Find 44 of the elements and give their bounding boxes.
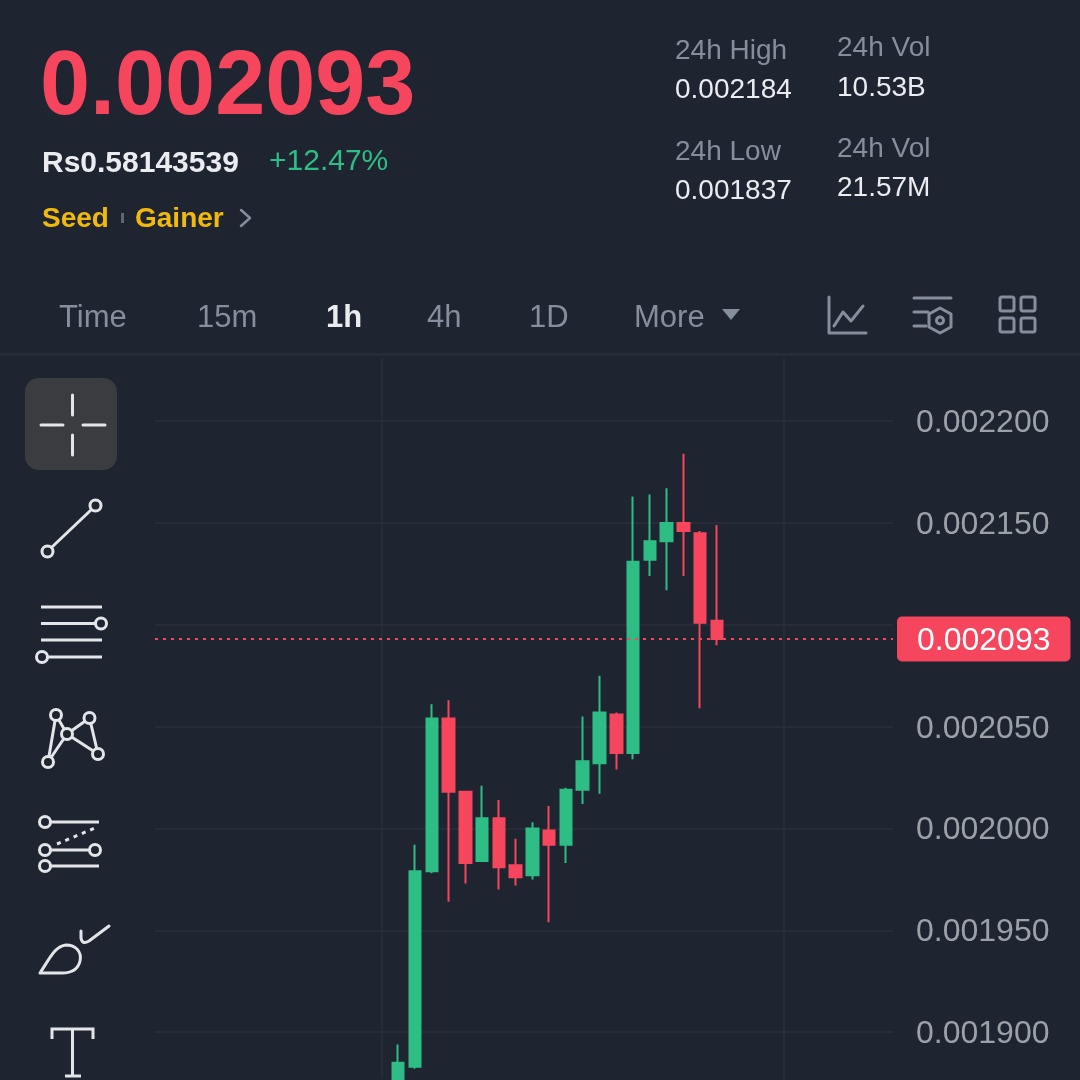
y-tick-label: 0.001950 [916,912,1050,949]
text: 1h [326,297,363,335]
candlestick [441,699,456,903]
text: 10.53B [837,70,926,105]
candlestick [458,790,473,885]
candlestick [626,495,640,761]
candlestick [525,821,540,881]
text: 24h Vol [837,30,931,65]
y-tick-label: 0.001900 [916,1014,1050,1051]
y-tick-label: 0.002050 [916,708,1050,745]
text: Time [59,297,127,335]
ref-line-label: 0.002093 [917,621,1051,658]
y-tick-label: 0.002000 [916,810,1050,847]
candlestick [676,452,691,577]
text: +12.47% [269,142,389,179]
text: 21.57M [837,170,931,205]
y-tick-label: 0.002150 [916,504,1050,541]
text: 15m [197,297,258,335]
text: 24h High [675,33,788,68]
candlestick [659,487,674,592]
text: Seed [42,201,109,236]
candlestick [559,786,573,865]
candlestick [508,837,523,887]
text: 24h Vol [837,131,931,166]
candlestick [391,1043,405,1080]
candlestick [609,711,624,771]
y-tick-label: 0.002200 [916,403,1050,440]
candlestick [592,674,607,795]
text: 24h Low [675,134,781,169]
candlestick [425,703,439,875]
candlestick [408,843,422,1070]
candlestick [542,805,556,924]
text: Rs0.58143539 [42,144,239,181]
candlestick [475,784,489,863]
text: Gainer [135,201,224,236]
candlestick [492,798,506,891]
text: 0.001837 [675,173,792,208]
text: 4h [427,297,462,335]
chart-title: 0.002093 [40,31,416,135]
text: More [634,297,705,335]
candlestick [643,493,657,577]
text: 1D [529,297,569,335]
text: 0.002184 [675,72,792,107]
candlestick [575,715,590,806]
